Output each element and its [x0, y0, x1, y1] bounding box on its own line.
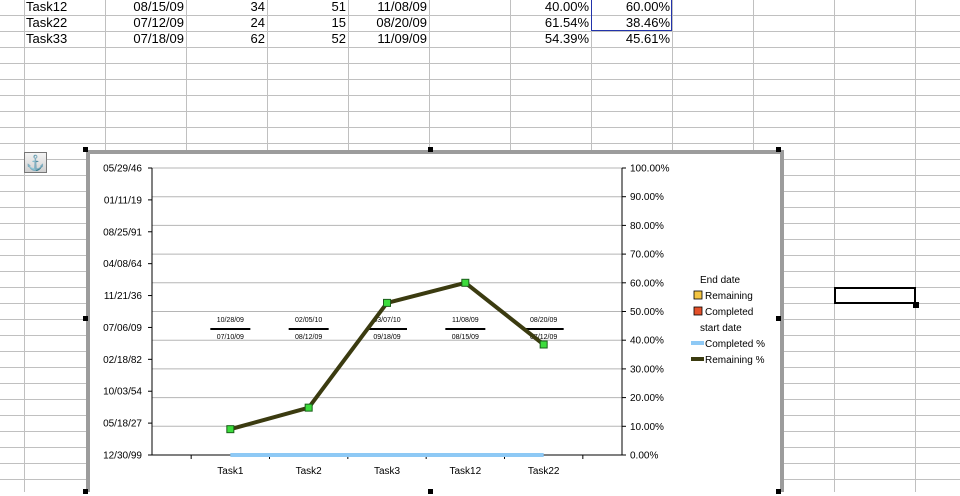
series-remaining-point [383, 298, 391, 307]
cell[interactable]: 52 [331, 31, 346, 46]
grid-row-line [0, 31, 960, 32]
chart-canvas: 100.00% 90.00% 80.00% 70.00% 60.00% 50.00% 40.… [103, 164, 765, 478]
date-bar-top-label: 08/20/09 [530, 317, 557, 324]
date-bar-top-label: 11/08/09 [452, 317, 479, 324]
grid-row-line [0, 95, 960, 96]
grid-row-line [0, 127, 960, 128]
series-remaining-point [304, 403, 313, 412]
right-axis-tick-label: 70.00% [630, 250, 664, 261]
right-axis-tick-label: 60.00% [630, 278, 664, 289]
x-axis-tick-label: Task2 [296, 466, 323, 477]
cell[interactable]: Task33 [26, 31, 68, 46]
legend-label: Remaining [705, 291, 753, 302]
grid-col-line [915, 0, 916, 492]
x-axis-tick-label: Task1 [217, 466, 244, 477]
grid-row-line [0, 15, 960, 16]
right-axis-tick-label: 10.00% [630, 422, 664, 433]
legend-label: End date [700, 275, 740, 286]
cell[interactable]: 60.00% [625, 0, 670, 14]
chart-resize-handle[interactable] [428, 147, 433, 152]
x-axis-tick-label: Task12 [449, 466, 481, 477]
grid-row-line [0, 63, 960, 64]
x-axis-tick-label: Task3 [374, 466, 401, 477]
left-axis-tick-label: 05/29/46 [103, 164, 142, 175]
cell[interactable]: 11/08/09 [377, 0, 427, 14]
right-axis-tick-label: 20.00% [630, 393, 664, 404]
legend-label: Completed [705, 307, 753, 318]
left-axis-tick-label: 08/25/91 [103, 227, 142, 238]
cell[interactable]: 51 [331, 0, 346, 14]
legend-label: Completed % [705, 339, 765, 350]
legend-swatch [693, 306, 703, 316]
left-axis-tick-label: 12/30/99 [103, 451, 142, 462]
chart-resize-handle[interactable] [83, 147, 88, 152]
chart-resize-handle[interactable] [83, 316, 88, 321]
anchor-icon[interactable]: ⚓ [24, 152, 47, 173]
cell[interactable]: 54.39% [544, 31, 589, 46]
right-axis-tick-label: 100.00% [630, 164, 670, 175]
right-axis-tick-label: 50.00% [630, 307, 664, 318]
grid-row-line [0, 111, 960, 112]
left-axis-tick-label: 11/21/36 [104, 291, 143, 302]
right-axis-tick-label: 80.00% [630, 221, 664, 232]
left-axis-tick-label: 02/18/82 [103, 355, 142, 366]
right-axis-tick-label: 40.00% [630, 336, 664, 347]
date-bar-bottom-label: 08/12/09 [295, 334, 322, 341]
cell[interactable]: Task22 [26, 15, 68, 30]
cell[interactable]: 08/20/09 [376, 15, 427, 30]
cell[interactable]: 15 [331, 15, 346, 30]
fill-handle[interactable] [913, 302, 919, 308]
left-axis-tick-label: 10/03/54 [103, 387, 142, 398]
grid-row-line [0, 47, 960, 48]
legend-swatch [693, 290, 703, 300]
left-axis-tick-label: 04/08/64 [103, 259, 142, 270]
cell[interactable]: 45.61% [625, 31, 670, 46]
cell[interactable]: 61.54% [544, 15, 589, 30]
date-bar-bottom-label: 08/15/09 [452, 334, 479, 341]
legend-label: start date [700, 323, 742, 334]
right-axis-tick-label: 30.00% [630, 364, 664, 375]
series-remaining-point [226, 425, 235, 434]
left-axis-tick-label: 01/11/19 [104, 195, 143, 206]
date-bar-top-label: 03/07/10 [373, 317, 400, 324]
date-bar-bottom-label: 09/18/09 [373, 334, 400, 341]
chart-object[interactable]: 100.00% 90.00% 80.00% 70.00% 60.00% 50.00% 40.… [83, 147, 784, 494]
cell[interactable]: 24 [250, 15, 265, 30]
x-axis-tick-label: Task22 [528, 466, 560, 477]
right-axis-tick-label: 0.00% [630, 451, 658, 462]
grid-col-line [834, 0, 835, 492]
grid-row-line [0, 79, 960, 80]
date-bar-bottom-label: 07/10/09 [217, 334, 244, 341]
grid-row-line [0, 143, 960, 144]
date-bar-bottom-label: 07/12/09 [530, 334, 557, 341]
chart-resize-handle[interactable] [776, 316, 781, 321]
right-axis-tick-label: 90.00% [630, 192, 664, 203]
cell[interactable]: 11/09/09 [377, 31, 427, 46]
cell[interactable]: 07/12/09 [133, 15, 184, 30]
date-bar-top-label: 02/05/10 [295, 317, 322, 324]
cell[interactable]: 62 [250, 31, 265, 46]
grid-col-line [24, 0, 25, 492]
selected-range-outline [591, 0, 672, 31]
left-axis-tick-label: 07/06/09 [103, 323, 142, 334]
cell[interactable]: 38.46% [625, 15, 670, 30]
cell[interactable]: Task12 [26, 0, 68, 14]
left-axis-tick-label: 05/18/27 [103, 419, 142, 430]
series-remaining-point [539, 340, 548, 349]
cell[interactable]: 08/15/09 [133, 0, 184, 14]
date-bar-top-label: 10/28/09 [217, 317, 244, 324]
legend-label: Remaining % [705, 355, 765, 366]
active-cell-cursor[interactable] [834, 287, 916, 304]
cell[interactable]: 34 [250, 0, 265, 14]
cell[interactable]: 40.00% [544, 0, 589, 14]
chart-resize-handle[interactable] [776, 147, 781, 152]
cell[interactable]: 07/18/09 [133, 31, 184, 46]
series-remaining-point [461, 278, 470, 287]
